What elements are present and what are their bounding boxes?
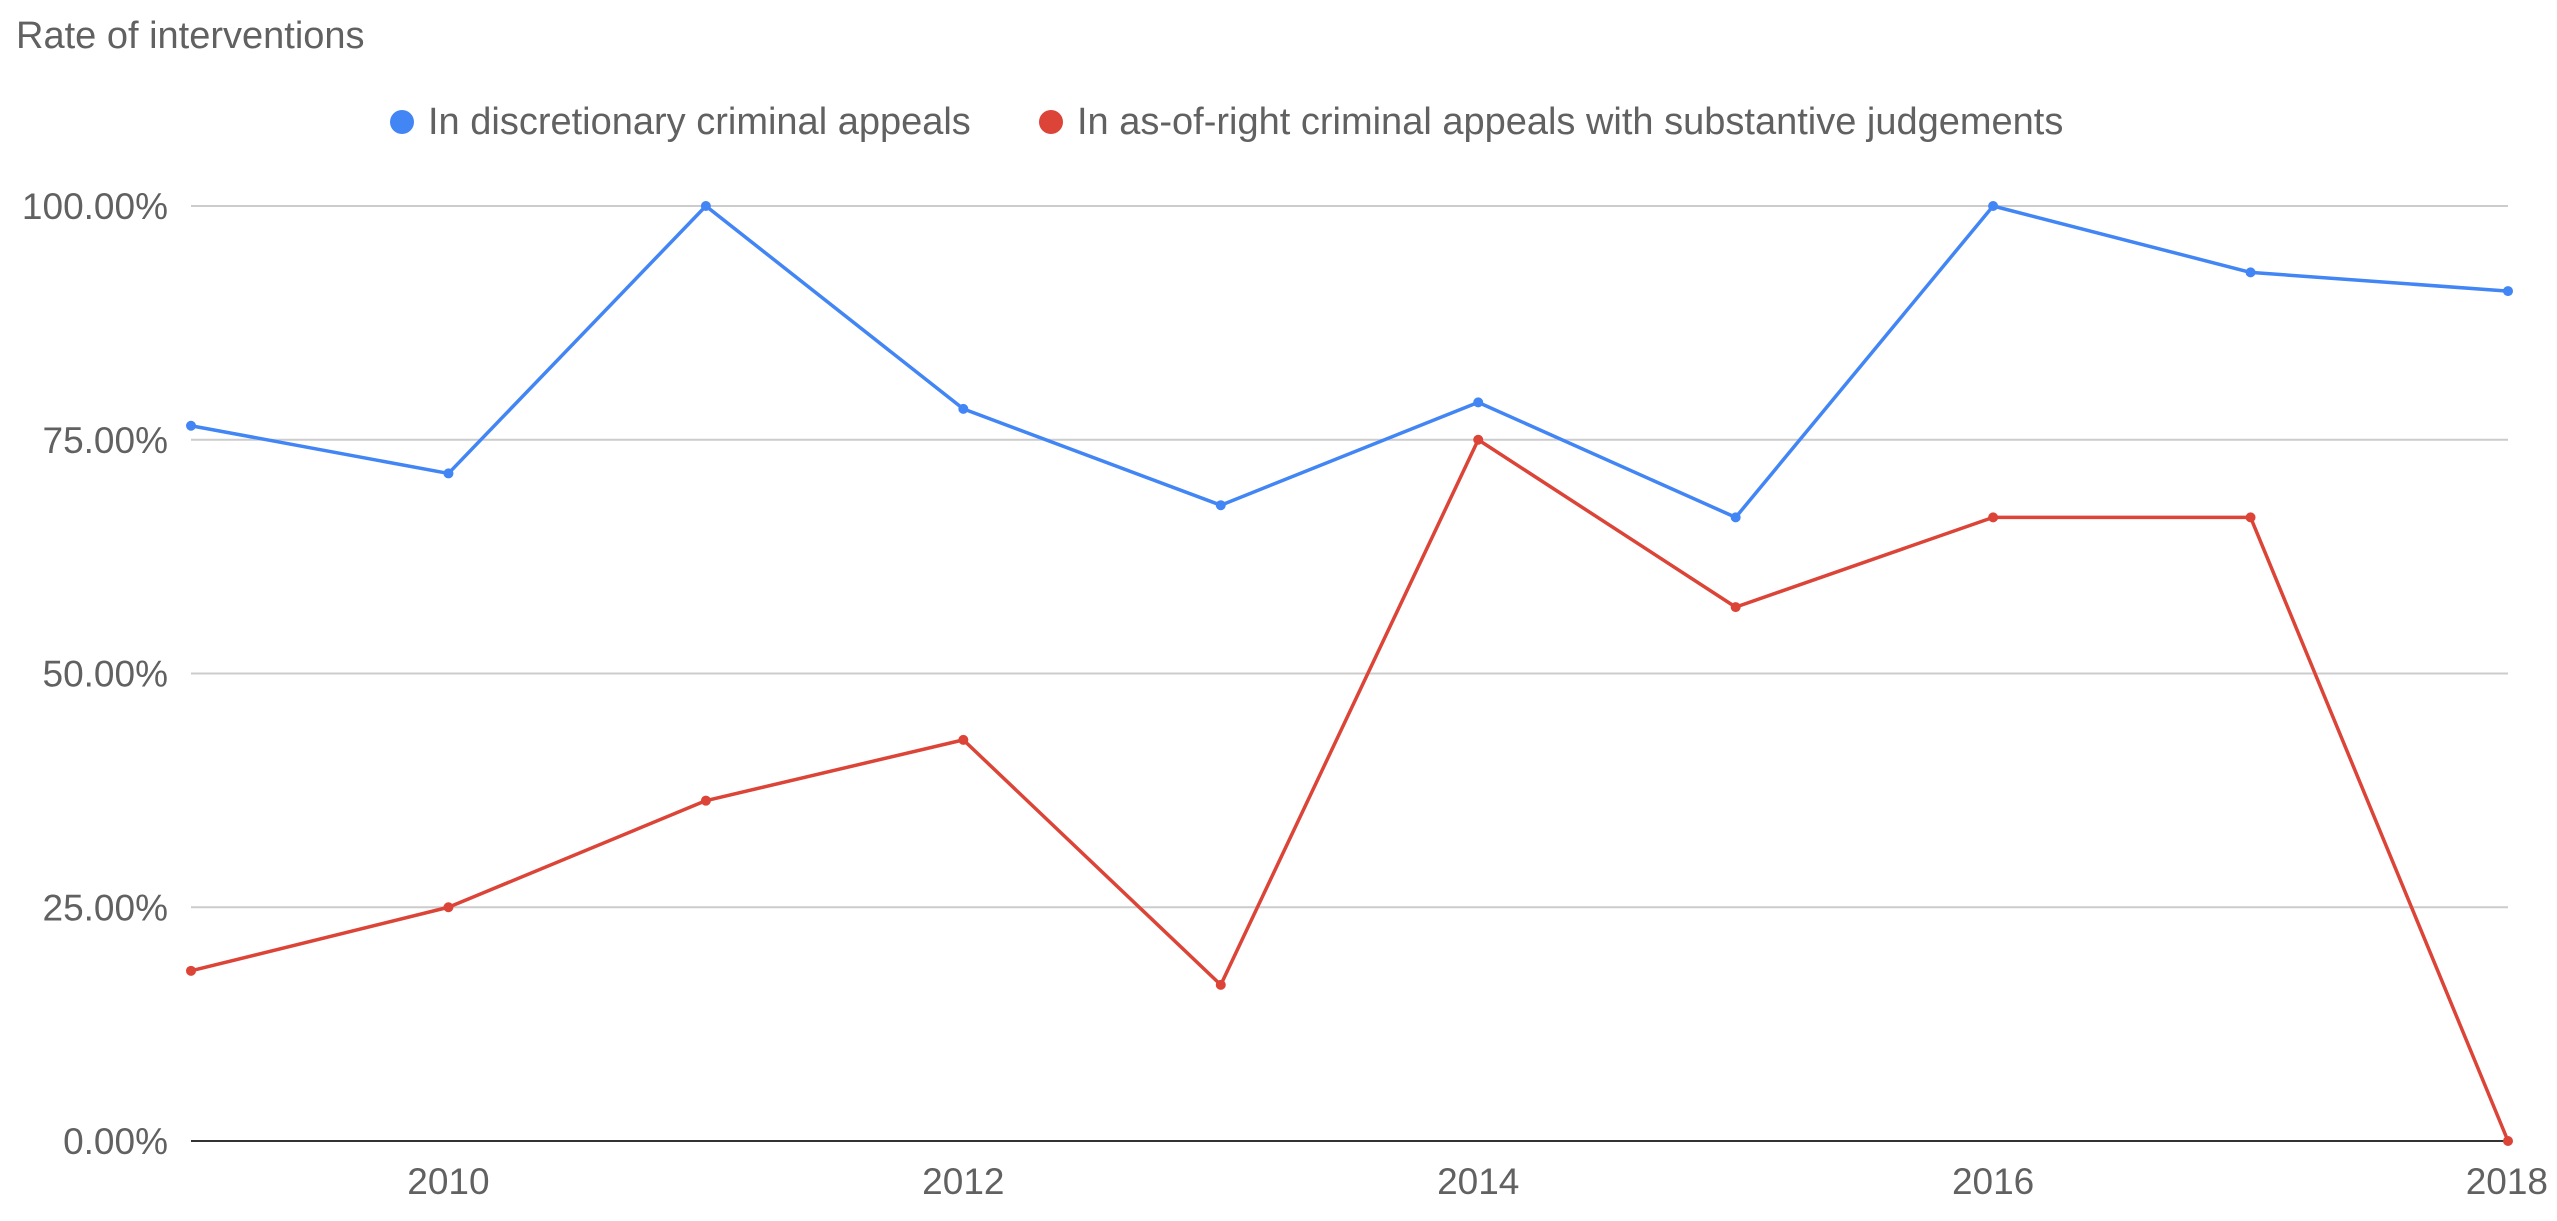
data-point[interactable] <box>700 795 711 806</box>
x-axis: 2010 2012 2014 2016 2018 <box>407 1161 2548 1202</box>
legend-item-discretionary[interactable]: In discretionary criminal appeals <box>390 101 971 143</box>
data-point[interactable] <box>2245 267 2256 278</box>
y-tick-label: 50.00% <box>43 654 169 695</box>
x-tick-label: 2018 <box>2466 1161 2548 1202</box>
chart-title: Rate of interventions <box>16 15 365 57</box>
x-tick-label: 2016 <box>1952 1161 2034 1202</box>
legend: In discretionary criminal appeals In as-… <box>390 101 2063 143</box>
x-tick-label: 2012 <box>922 1161 1004 1202</box>
legend-label-discretionary: In discretionary criminal appeals <box>428 101 971 143</box>
series-line[interactable] <box>190 204 2509 520</box>
series-1 <box>186 434 2513 1146</box>
data-point[interactable] <box>186 965 196 976</box>
x-tick-label: 2014 <box>1437 1161 1519 1202</box>
legend-marker-discretionary <box>390 110 414 134</box>
y-tick-label: 100.00% <box>22 186 168 227</box>
legend-label-as-of-right: In as-of-right criminal appeals with sub… <box>1077 101 2063 143</box>
data-point[interactable] <box>186 420 196 431</box>
data-point[interactable] <box>700 201 711 211</box>
data-point[interactable] <box>1730 602 1741 613</box>
y-axis: 0.00% 25.00% 50.00% 75.00% 100.00% <box>22 186 168 1162</box>
data-point[interactable] <box>1730 512 1741 523</box>
series-0 <box>186 201 2513 523</box>
y-tick-label: 25.00% <box>43 887 169 928</box>
x-tick-label: 2010 <box>407 1161 489 1202</box>
data-point[interactable] <box>2245 512 2256 523</box>
data-point[interactable] <box>1988 512 1999 523</box>
series-layer <box>186 201 2513 1146</box>
gridlines <box>191 205 2508 1142</box>
series-line[interactable] <box>190 438 2510 1142</box>
data-point[interactable] <box>2503 286 2513 297</box>
y-tick-label: 75.00% <box>43 420 169 461</box>
data-point[interactable] <box>958 734 969 745</box>
data-point[interactable] <box>1988 201 1999 211</box>
data-point[interactable] <box>1215 979 1226 990</box>
data-point[interactable] <box>958 403 969 414</box>
y-tick-label: 0.00% <box>63 1121 168 1162</box>
data-point[interactable] <box>443 468 454 479</box>
data-point[interactable] <box>1215 500 1226 511</box>
data-point[interactable] <box>2503 1136 2513 1146</box>
data-point[interactable] <box>1473 434 1484 445</box>
legend-marker-as-of-right <box>1039 110 1063 134</box>
legend-item-as-of-right[interactable]: In as-of-right criminal appeals with sub… <box>1039 101 2063 143</box>
data-point[interactable] <box>1473 397 1484 408</box>
data-point[interactable] <box>443 902 454 913</box>
